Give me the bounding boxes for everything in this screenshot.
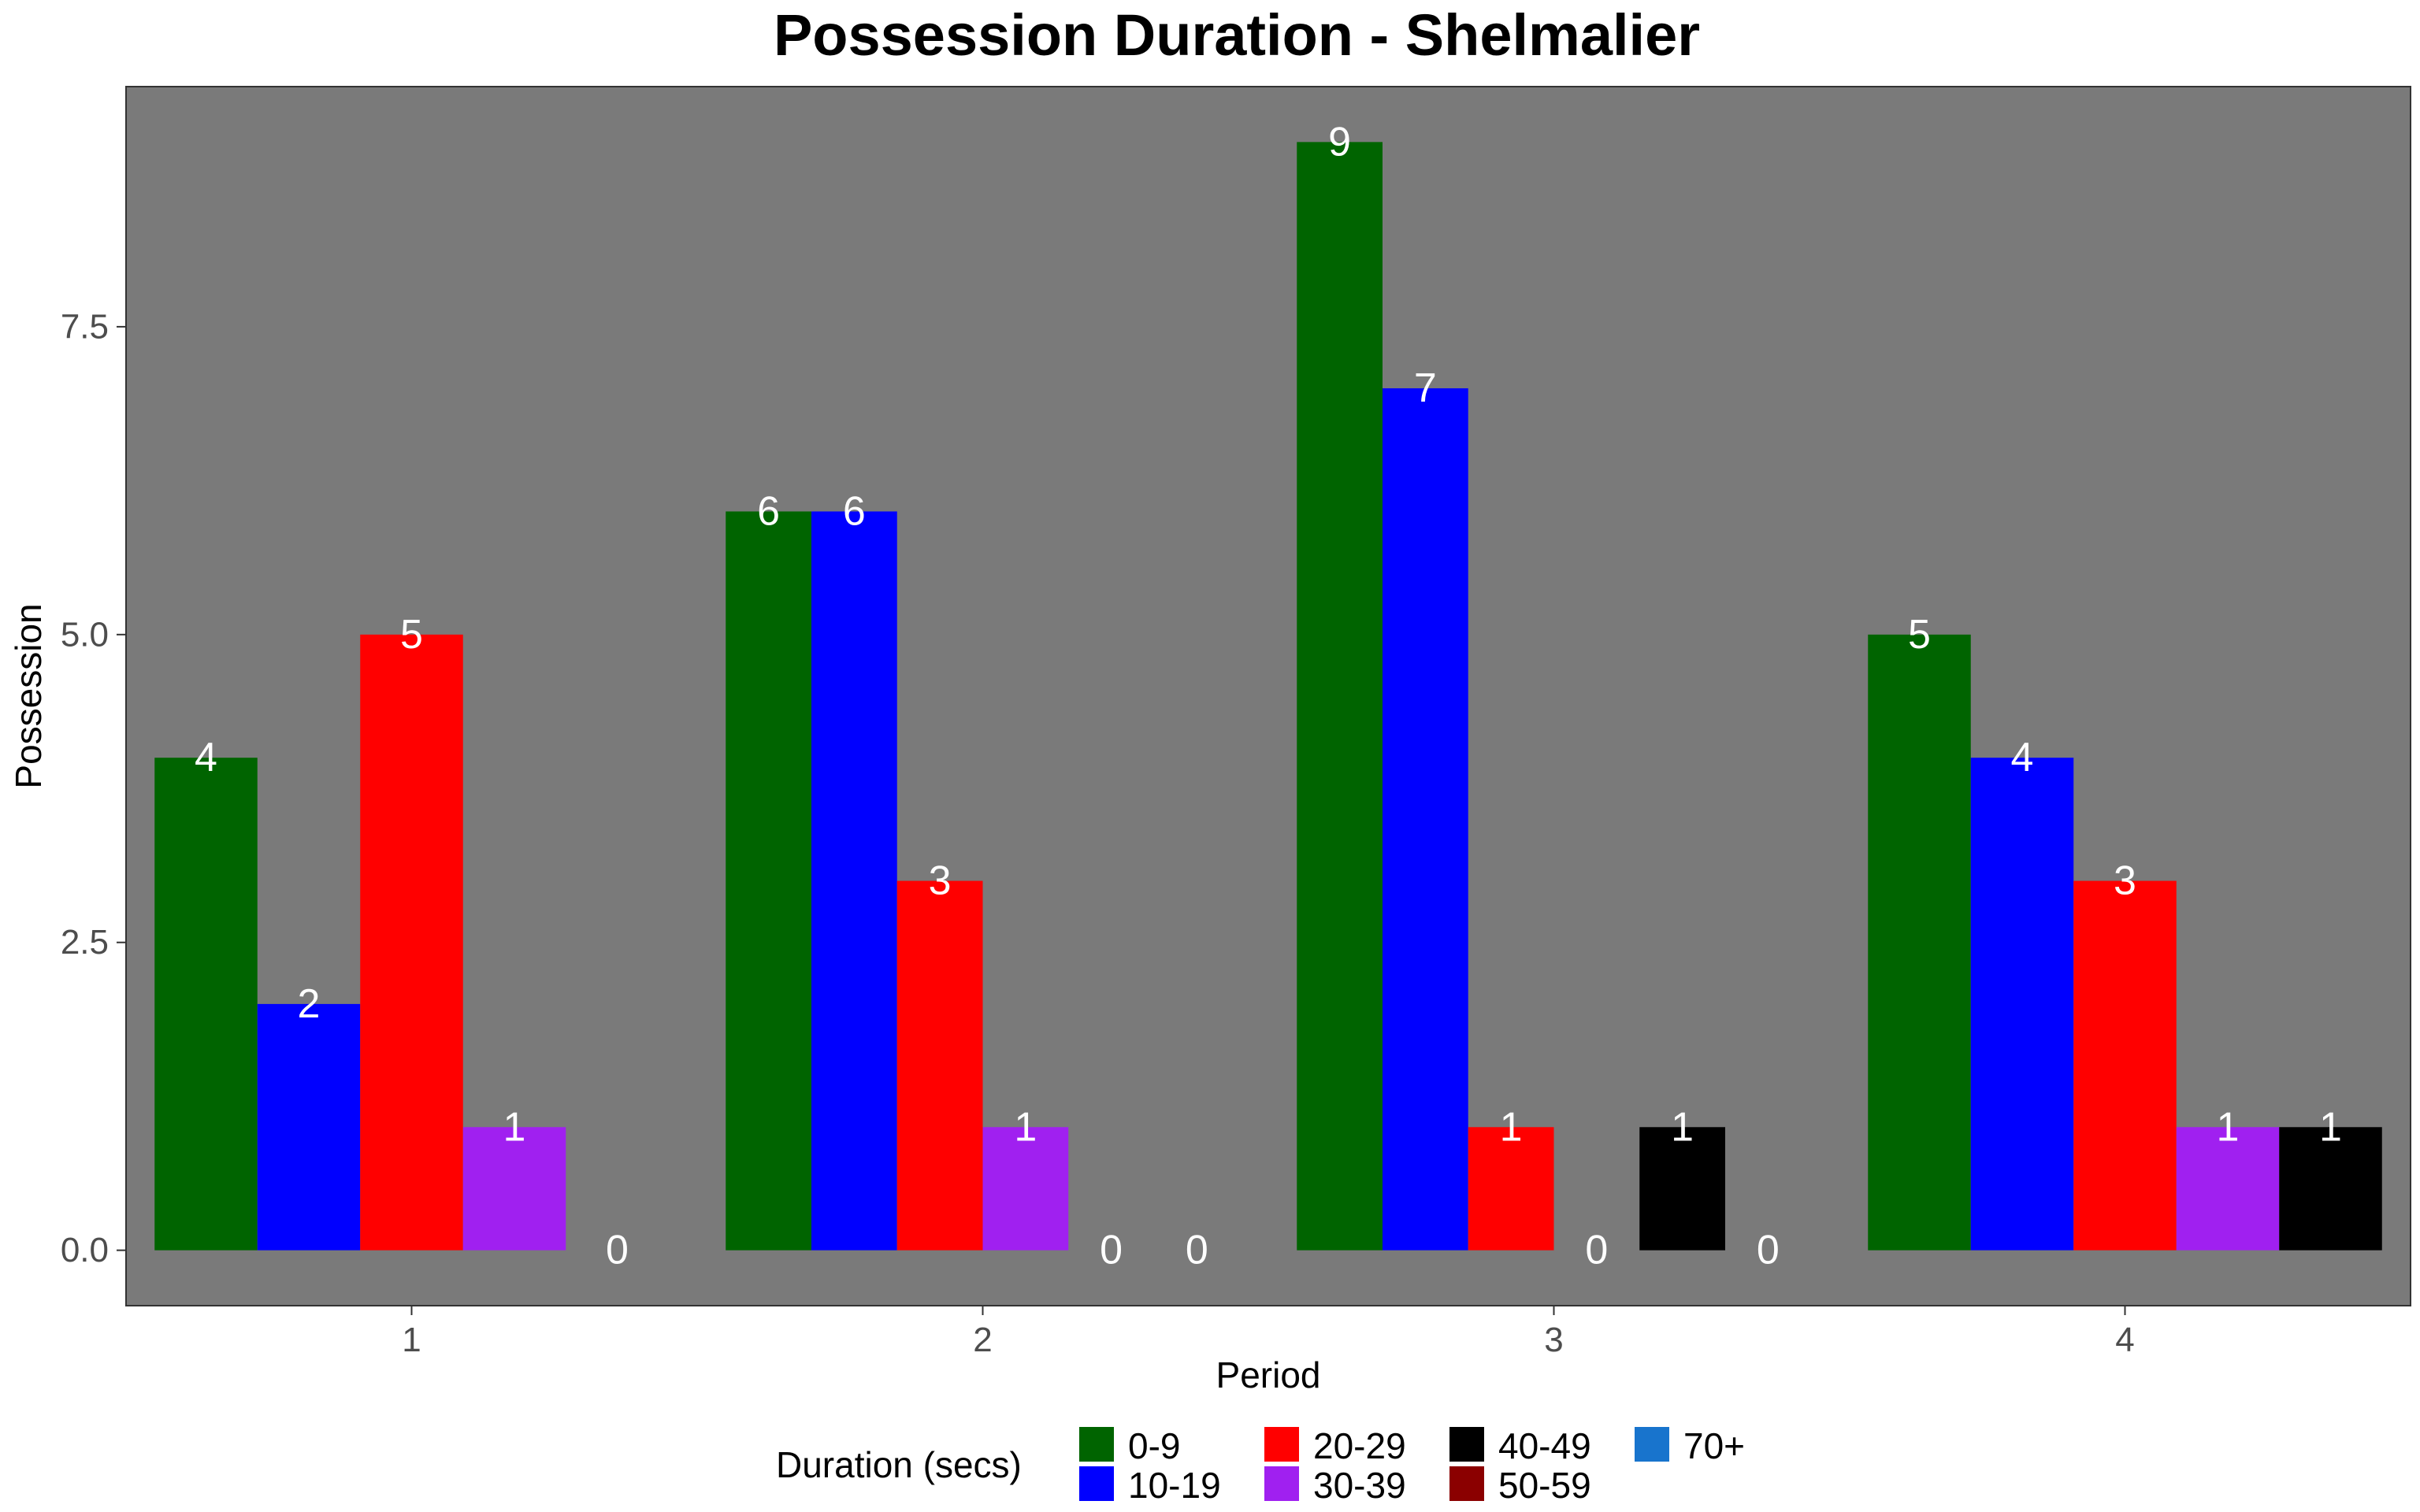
chart-title: Possession Duration - Shelmalier (774, 2, 1700, 68)
bar-label-period-2-0-9: 6 (757, 488, 780, 534)
bar-period-4-0-9 (1868, 634, 1971, 1251)
y-tick-label: 5.0 (61, 615, 109, 654)
y-tick-label: 2.5 (61, 923, 109, 962)
legend-label-40-49: 40-49 (1498, 1425, 1591, 1466)
bar-labels-layer: 4 2 5 1 0 6 6 3 1 0 0 9 7 1 0 1 0 5 4 3 1 1 (195, 119, 2342, 1273)
x-axis-title: Period (1216, 1354, 1321, 1395)
bar-period-2-10-19 (811, 511, 897, 1251)
bars-layer (154, 142, 2382, 1251)
bar-period-2-20-29 (896, 880, 983, 1251)
legend-key-0-9 (1079, 1427, 1114, 1462)
bar-period-4-20-29 (2073, 880, 2177, 1251)
bar-period-1-0-9 (154, 758, 258, 1251)
x-tick-label: 4 (2115, 1321, 2134, 1359)
bar-period-1-20-29 (360, 634, 463, 1251)
bar-period-4-10-19 (1970, 758, 2074, 1251)
x-axis: 1 2 3 4 (402, 1306, 2135, 1359)
legend-key-50-59 (1449, 1466, 1484, 1501)
legend-key-10-19 (1079, 1466, 1114, 1501)
bar-period-1-10-19 (257, 1003, 361, 1251)
legend-label-20-29: 20-29 (1313, 1425, 1406, 1466)
bar-label-period-1-30-39: 1 (503, 1104, 526, 1150)
bar-period-1-30-39 (462, 1127, 566, 1251)
bar-label-period-4-10-19: 4 (2011, 735, 2034, 780)
bar-label-period-2-10-19: 6 (843, 488, 866, 534)
bar-label-period-1-20-29: 5 (400, 612, 423, 658)
bar-period-3-20-29 (1468, 1127, 1554, 1251)
x-tick-label: 3 (1544, 1321, 1563, 1359)
y-axis: 0.0 2.5 5.0 7.5 (61, 307, 126, 1269)
bar-label-period-3-70+: 0 (1757, 1228, 1780, 1273)
bar-label-period-4-30-39: 1 (2217, 1104, 2240, 1150)
bar-label-period-1-40-49: 0 (606, 1228, 629, 1273)
bar-label-period-3-10-19: 7 (1414, 365, 1437, 411)
bar-period-2-30-39 (982, 1127, 1069, 1251)
y-axis-title: Possession (8, 603, 49, 788)
bar-period-3-0-9 (1297, 142, 1383, 1251)
bar-label-period-1-10-19: 2 (298, 981, 321, 1027)
bar-label-period-4-40-49: 1 (2319, 1104, 2342, 1150)
legend-label-0-9: 0-9 (1128, 1425, 1180, 1466)
legend-label-50-59: 50-59 (1498, 1465, 1591, 1506)
bar-label-period-4-20-29: 3 (2114, 858, 2136, 904)
bar-label-period-3-0-9: 9 (1328, 119, 1351, 165)
bar-period-3-10-19 (1383, 388, 1468, 1251)
bar-label-period-2-40-49: 0 (1100, 1228, 1123, 1273)
bar-label-period-2-30-39: 1 (1014, 1104, 1037, 1150)
y-tick-label: 0.0 (61, 1231, 109, 1269)
bar-period-3-40-49 (1639, 1127, 1725, 1251)
legend-key-70+ (1635, 1427, 1669, 1462)
bar-period-4-30-39 (2176, 1127, 2280, 1251)
bar-label-period-3-20-29: 1 (1500, 1104, 1523, 1150)
legend-label-30-39: 30-39 (1313, 1465, 1406, 1506)
bar-label-period-2-20-29: 3 (929, 858, 952, 904)
legend-key-30-39 (1264, 1466, 1299, 1501)
bar-period-4-40-49 (2279, 1127, 2382, 1251)
x-tick-label: 2 (973, 1321, 992, 1359)
bar-label-period-1-0-9: 4 (195, 735, 217, 780)
bar-period-2-0-9 (726, 511, 811, 1251)
legend-key-40-49 (1449, 1427, 1484, 1462)
legend-label-10-19: 10-19 (1128, 1465, 1221, 1506)
y-tick-label: 7.5 (61, 307, 109, 346)
bar-label-period-3-30-39: 0 (1585, 1228, 1608, 1273)
bar-label-period-4-0-9: 5 (1908, 612, 1931, 658)
x-tick-label: 1 (402, 1321, 421, 1359)
legend-key-20-29 (1264, 1427, 1299, 1462)
bar-label-period-2-50-59: 0 (1186, 1228, 1208, 1273)
legend-label-70+: 70+ (1683, 1425, 1745, 1466)
legend-title: Duration (secs) (776, 1444, 1022, 1485)
bar-label-period-3-40-49: 1 (1671, 1104, 1694, 1150)
